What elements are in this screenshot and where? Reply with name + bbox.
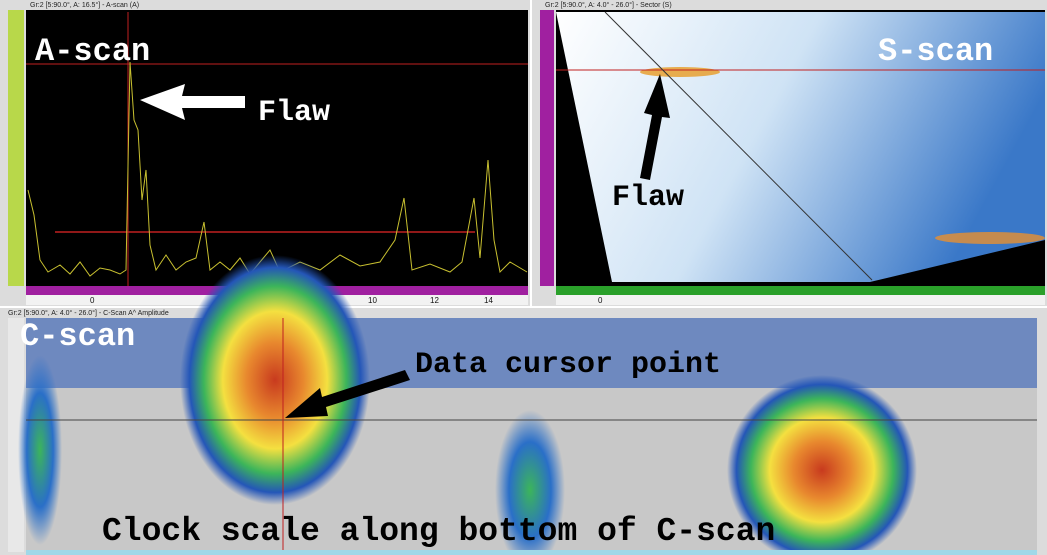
panel-header: Gr:2 [5:90.0°, A: 4.0° - 26.0°] - C-Scan… (8, 309, 169, 317)
caption: Clock scale along bottom of C-scan (102, 513, 775, 550)
tick-label: 0 (90, 296, 95, 305)
tick-label: 10 (368, 296, 377, 305)
panel-header: Gr:2 [5:90.0°, A: 4.0° - 26.0°] - Sector… (545, 1, 672, 9)
scale-bar (556, 286, 1045, 295)
tick-label: 12 (430, 296, 439, 305)
panel-label: A-scan (35, 33, 150, 70)
annotation: Data cursor point (415, 348, 721, 382)
indication (935, 232, 1045, 244)
indication (640, 67, 720, 77)
annotation: Flaw (258, 96, 330, 130)
scale-bar (26, 550, 1037, 555)
sscan-panel: Gr:2 [5:90.0°, A: 4.0° - 26.0°] - Sector… (532, 0, 1047, 306)
panel-label: C-scan (20, 318, 135, 355)
ruler (8, 10, 24, 286)
panel-label: S-scan (878, 33, 993, 70)
panel-header: Gr:2 [5:90.0°, A: 16.5°] - A-scan (A) (30, 1, 139, 9)
indication (18, 355, 62, 545)
scan-screen: Gr:2 [5:90.0°, A: 16.5°] - A-scan (A) 0 … (0, 0, 1047, 555)
annotation: Flaw (612, 181, 684, 215)
ruler (540, 10, 554, 286)
tick-label: 0 (598, 296, 603, 305)
scale-strip (556, 295, 1045, 305)
tick-label: 14 (484, 296, 493, 305)
indication (180, 255, 370, 505)
